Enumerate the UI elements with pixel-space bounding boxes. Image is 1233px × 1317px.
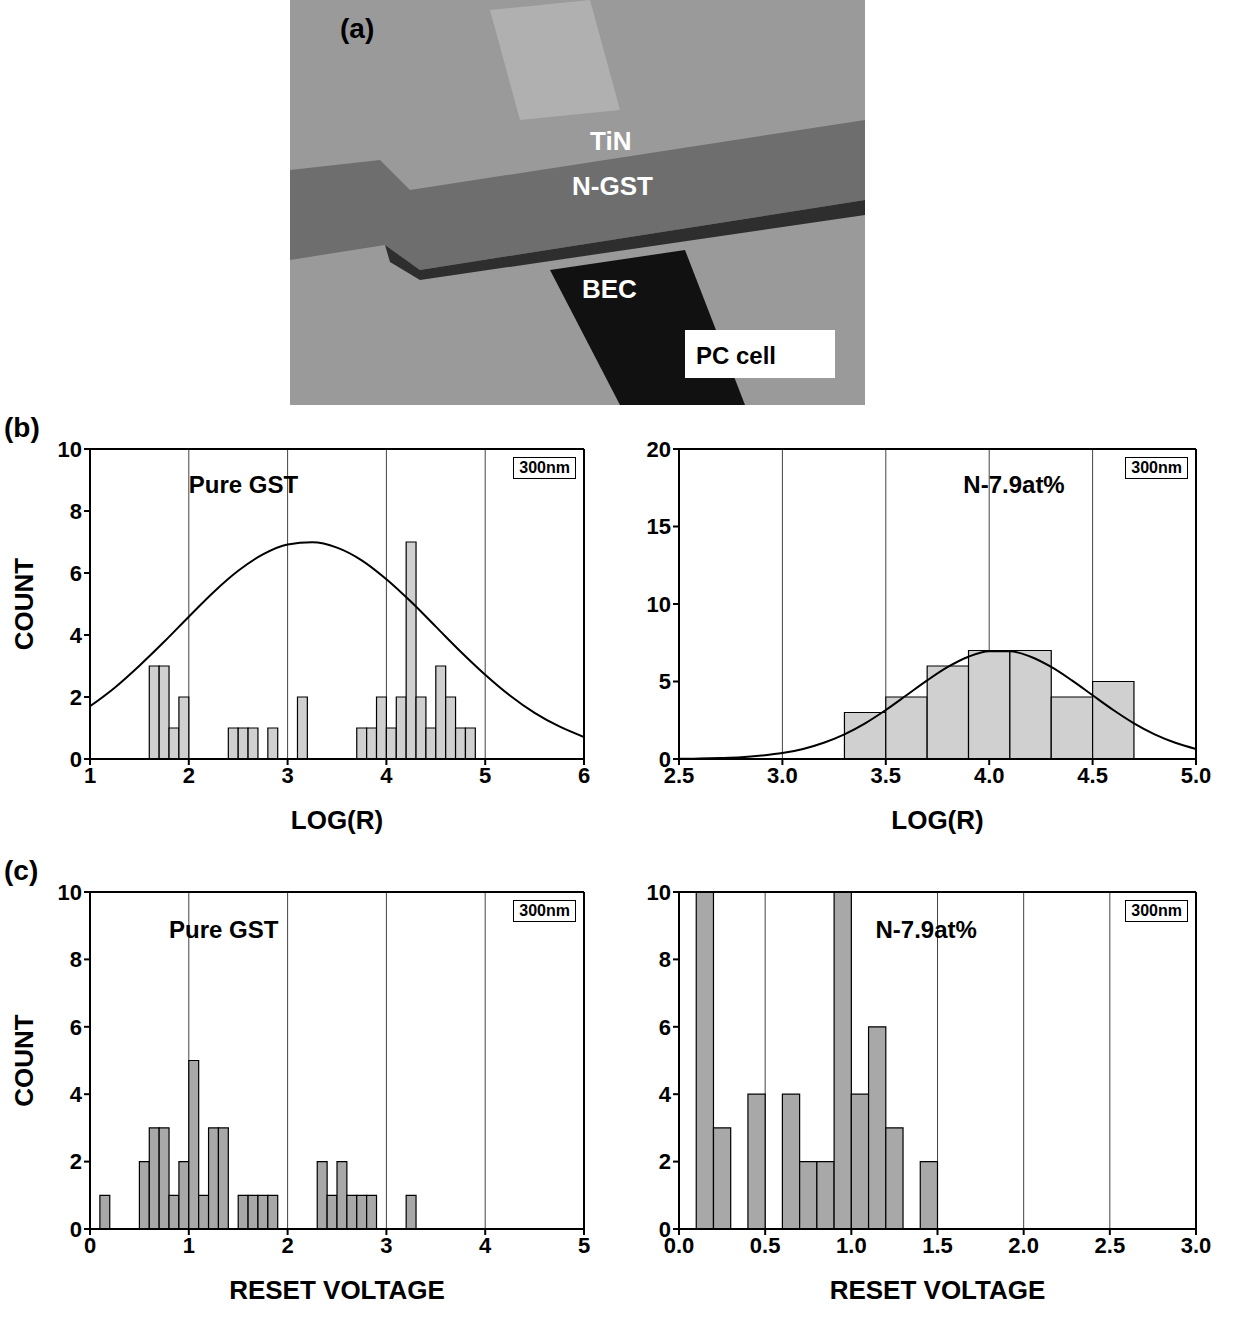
svg-text:20: 20 [647, 437, 671, 462]
svg-text:2: 2 [183, 763, 195, 788]
svg-text:5: 5 [659, 669, 671, 694]
svg-text:10: 10 [58, 880, 82, 905]
svg-text:1: 1 [84, 763, 96, 788]
svg-text:0.0: 0.0 [663, 1232, 695, 1258]
html-text:300nm: 300nm [1131, 459, 1182, 476]
svg-text:0: 0 [659, 1217, 671, 1242]
svg-text:COUNT: COUNT [9, 558, 39, 651]
svg-text:5.0: 5.0 [1181, 763, 1212, 788]
svg-text:8: 8 [659, 947, 671, 972]
html-text:300nm: 300nm [519, 459, 570, 476]
svg-text:0.5: 0.5 [750, 1233, 781, 1258]
svg-text:BEC: BEC [582, 274, 637, 304]
svg-text:PC cell: PC cell [696, 342, 776, 369]
svg-text:6: 6 [659, 1015, 671, 1040]
html-text:Pure GST: Pure GST [188, 470, 299, 498]
svg-text:4: 4 [479, 1233, 492, 1258]
svg-text:COUNT: COUNT [9, 1014, 39, 1107]
html-text:300nm: 300nm [1131, 902, 1182, 919]
svg-text:RESET VOLTAGE: RESET VOLTAGE [830, 1275, 1046, 1305]
svg-text:0: 0 [70, 747, 82, 772]
html-text:N-7.9at%: N-7.9at% [875, 915, 977, 943]
svg-text:4: 4 [70, 1082, 83, 1107]
svg-text:RESET VOLTAGE: RESET VOLTAGE [229, 1275, 445, 1305]
svg-text:10: 10 [647, 880, 671, 905]
svg-text:3.0: 3.0 [767, 763, 798, 788]
svg-text:2.5: 2.5 [1095, 1233, 1126, 1258]
svg-text:0: 0 [659, 747, 671, 772]
svg-text:4: 4 [380, 763, 393, 788]
svg-text:6: 6 [70, 561, 82, 586]
svg-text:3: 3 [380, 1233, 392, 1258]
svg-text:1: 1 [183, 1233, 195, 1258]
svg-text:3: 3 [281, 763, 293, 788]
svg-text:0: 0 [70, 1217, 82, 1242]
svg-text:6: 6 [578, 763, 590, 788]
svg-text:2: 2 [70, 1149, 82, 1174]
svg-text:(a): (a) [340, 13, 374, 44]
html-text:Pure GST: Pure GST [169, 915, 279, 943]
svg-text:2: 2 [281, 1233, 293, 1258]
svg-text:8: 8 [70, 499, 82, 524]
svg-text:LOG(R): LOG(R) [891, 805, 983, 835]
svg-text:3.0: 3.0 [1181, 1233, 1212, 1258]
html-text:(b): (b) [4, 412, 40, 443]
svg-text:6: 6 [70, 1015, 82, 1040]
svg-text:10: 10 [58, 437, 82, 462]
svg-text:2.5: 2.5 [663, 762, 695, 788]
svg-text:5: 5 [479, 763, 491, 788]
html-text:300nm: 300nm [519, 902, 570, 919]
svg-text:0: 0 [84, 1233, 96, 1258]
svg-text:8: 8 [70, 947, 82, 972]
svg-text:1.5: 1.5 [922, 1233, 953, 1258]
svg-text:TiN: TiN [590, 126, 631, 156]
svg-text:15: 15 [647, 514, 671, 539]
svg-text:4: 4 [659, 1082, 672, 1107]
html-text:(c): (c) [4, 855, 39, 886]
html-text:N-7.9at%: N-7.9at% [963, 470, 1065, 498]
svg-text:10: 10 [647, 592, 671, 617]
svg-text:4.5: 4.5 [1077, 763, 1108, 788]
svg-text:4.0: 4.0 [974, 763, 1005, 788]
svg-text:4: 4 [70, 623, 83, 648]
svg-text:2: 2 [659, 1149, 671, 1174]
svg-text:1.0: 1.0 [836, 1233, 867, 1258]
svg-text:3.5: 3.5 [871, 763, 902, 788]
svg-text:N-GST: N-GST [572, 171, 653, 201]
svg-text:5: 5 [578, 1233, 590, 1258]
svg-text:2: 2 [70, 685, 82, 710]
svg-text:LOG(R): LOG(R) [291, 805, 383, 835]
svg-text:2.0: 2.0 [1008, 1233, 1039, 1258]
